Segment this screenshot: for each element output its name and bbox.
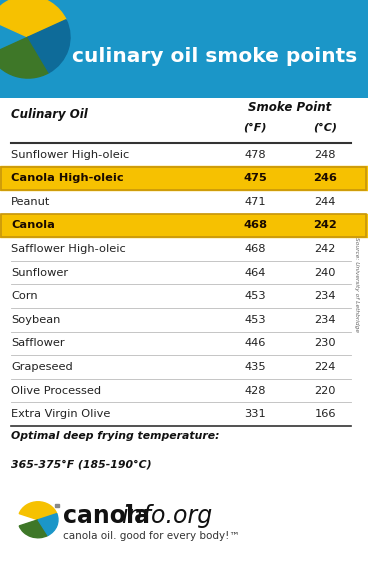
Text: Culinary Oil: Culinary Oil [11, 108, 88, 121]
Text: 435: 435 [244, 362, 266, 372]
Text: 242: 242 [314, 244, 336, 254]
Text: 475: 475 [243, 173, 267, 183]
Text: (°C): (°C) [313, 123, 337, 132]
Text: Corn: Corn [11, 291, 38, 301]
Text: 234: 234 [314, 291, 336, 301]
Text: 248: 248 [314, 150, 336, 160]
Text: 464: 464 [244, 268, 266, 278]
Text: Optimal deep frying temperature:: Optimal deep frying temperature: [11, 431, 219, 441]
Text: 365-375°F (185-190°C): 365-375°F (185-190°C) [11, 459, 152, 469]
Text: 446: 446 [244, 339, 266, 349]
Text: Smoke Point: Smoke Point [248, 101, 332, 114]
Text: Canola: Canola [11, 220, 55, 231]
Text: 166: 166 [314, 409, 336, 419]
Text: Sunflower High-oleic: Sunflower High-oleic [11, 150, 129, 160]
Text: culinary oil smoke points: culinary oil smoke points [72, 47, 358, 66]
Text: (°F): (°F) [243, 123, 267, 132]
Bar [55, 504, 59, 507]
Text: 453: 453 [244, 315, 266, 325]
Wedge shape [0, 0, 66, 37]
Text: Safflower: Safflower [11, 339, 65, 349]
Text: 240: 240 [314, 268, 336, 278]
Wedge shape [0, 37, 49, 78]
Wedge shape [19, 520, 48, 538]
Text: 331: 331 [244, 409, 266, 419]
Wedge shape [38, 514, 58, 535]
Bar [1, 214, 366, 237]
Text: 468: 468 [244, 244, 266, 254]
Text: 230: 230 [314, 339, 336, 349]
Text: canola oil. good for every body!™: canola oil. good for every body!™ [63, 531, 240, 541]
Text: 220: 220 [314, 386, 336, 396]
Text: 224: 224 [314, 362, 336, 372]
Bar [0, 166, 368, 190]
Text: 428: 428 [244, 386, 266, 396]
Text: Source: University of Lethbridge: Source: University of Lethbridge [354, 237, 360, 332]
Text: Soybean: Soybean [11, 315, 60, 325]
Wedge shape [28, 20, 70, 73]
Text: info.org: info.org [121, 504, 212, 528]
Text: Safflower High-oleic: Safflower High-oleic [11, 244, 126, 254]
Text: Canola High-oleic: Canola High-oleic [11, 173, 124, 183]
Text: Sunflower: Sunflower [11, 268, 68, 278]
Text: 246: 246 [313, 173, 337, 183]
Text: Extra Virgin Olive: Extra Virgin Olive [11, 409, 110, 419]
Bar [0, 214, 368, 237]
Text: 234: 234 [314, 315, 336, 325]
Text: 468: 468 [243, 220, 267, 231]
Text: 478: 478 [244, 150, 266, 160]
Text: Olive Processed: Olive Processed [11, 386, 101, 396]
Text: Peanut: Peanut [11, 197, 50, 207]
Text: 471: 471 [244, 197, 266, 207]
Text: 242: 242 [313, 220, 337, 231]
Wedge shape [19, 502, 57, 520]
Bar [1, 167, 366, 189]
Text: 453: 453 [244, 291, 266, 301]
Text: 244: 244 [314, 197, 336, 207]
Text: Grapeseed: Grapeseed [11, 362, 73, 372]
Text: canola: canola [63, 504, 150, 528]
